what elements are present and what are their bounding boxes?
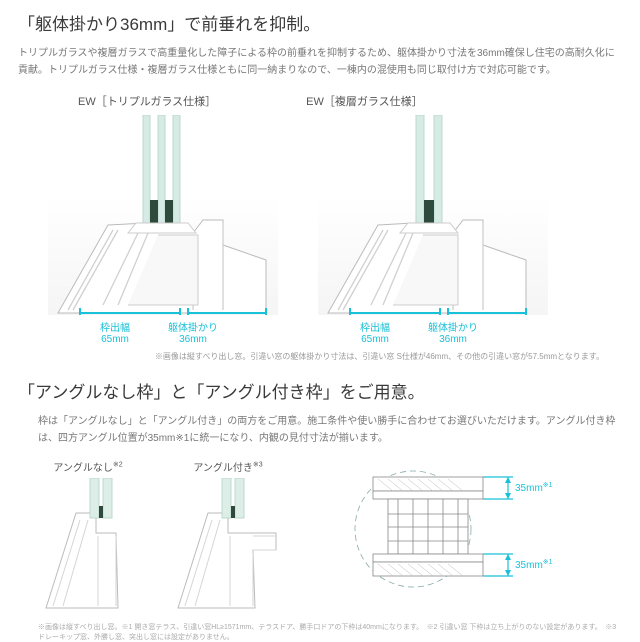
angle-none-label: アングルなし (53, 463, 113, 474)
window-profile-diagrams (18, 115, 622, 315)
section1-note: ※画像は縦すべり出し窓。引違い窓の躯体掛かり寸法は、引違い窓 S仕様が46mm、… (18, 351, 622, 362)
angle-figures-row: アングルなし※2 アングル付き※3 (18, 459, 622, 618)
dim-frame-width-2: 枠出幅 65mm (360, 319, 390, 345)
figure-labels-row: EW［トリプルガラス仕様］ EW［複層ガラス仕様］ (18, 93, 622, 109)
dim-35mm-bottom: 35mm※1 (515, 559, 553, 571)
description-2: 枠は「アングルなし」と「アングル付き」の両方をご用意。施工条件や使い勝手に合わせ… (18, 413, 622, 447)
angle-with-figure: アングル付き※3 (158, 459, 298, 618)
heading-2: 「アングルなし枠」と「アングル付き枠」をご用意。 (18, 378, 622, 403)
angle-none-figure: アングルなし※2 (18, 459, 158, 618)
section-angle-frame: 「アングルなし枠」と「アングル付き枠」をご用意。 枠は「アングルなし」と「アング… (0, 362, 640, 642)
dim-body-overlap-1: 躯体掛かり 36mm (168, 319, 218, 345)
dim-body-overlap-2: 躯体掛かり 36mm (428, 319, 478, 345)
angle-with-label: アングル付き (193, 463, 253, 474)
fig1-label: EW［トリプルガラス仕様］ (78, 93, 216, 109)
section-frame-depth: 「躯体掛かり36mm」で前垂れを抑制。 トリプルガラスや複層ガラスで高重量化した… (0, 0, 640, 362)
double-glass-profile (318, 115, 548, 315)
section2-note: ※画像は縦すべり出し窓。※1 開き窓テラス、引違い窓HL≥1571mm、テラスド… (18, 622, 622, 642)
angle-detail-drawing: 35mm※1 35mm※1 (318, 459, 558, 599)
heading-1: 「躯体掛かり36mm」で前垂れを抑制。 (18, 10, 622, 35)
dim-35mm-top: 35mm※1 (515, 482, 553, 494)
description-1: トリプルガラスや複層ガラスで高重量化した障子による枠の前垂れを抑制するため、躯体… (18, 45, 622, 79)
dim-frame-width-1: 枠出幅 65mm (100, 319, 130, 345)
fig2-label: EW［複層ガラス仕様］ (306, 93, 423, 109)
triple-glass-profile (48, 115, 278, 315)
